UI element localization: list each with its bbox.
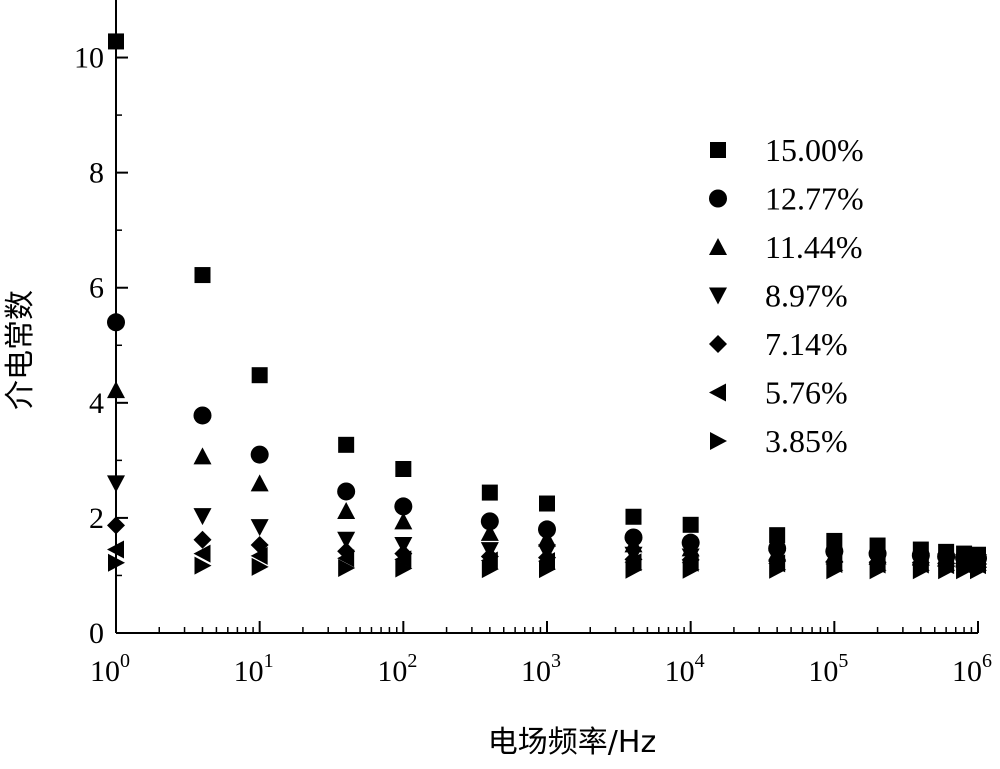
data-point [869,561,887,580]
legend-item: 11.44% [709,229,862,265]
data-point [107,381,125,399]
data-point [337,502,356,520]
data-point [395,460,412,477]
data-point [193,544,211,563]
data-point [956,561,974,580]
data-point [538,552,555,571]
legend-marker [709,189,727,208]
data-point [912,561,930,580]
legend-item: 7.14% [709,326,848,362]
legend-item: 8.97% [709,278,848,314]
series-2 [107,313,987,568]
data-point [538,529,556,547]
data-point [394,497,413,516]
y-tick-label: 4 [89,387,104,420]
data-point [251,557,269,576]
y-tick-label: 10 [74,42,104,75]
y-tick-label: 2 [89,502,104,535]
data-point [107,313,125,332]
data-point [338,558,356,577]
data-point [769,527,786,544]
x-tick-label: 102 [377,650,417,688]
data-point [539,560,556,579]
data-point [624,553,642,572]
data-point [938,561,956,580]
data-point [193,530,212,549]
data-point [480,523,499,541]
x-tick-label: 104 [665,650,705,688]
data-point [625,560,643,579]
data-point [108,33,124,50]
series-1 [108,33,986,563]
legend: 15.00% 12.77% 11.44% 8.97% 7.14% 5.76% 3.85% [709,132,864,459]
data-point [394,550,412,569]
legend-label: 11.44% [765,229,862,265]
legend-marker [709,287,727,305]
legend-label: 8.97% [765,278,848,314]
data-point [108,553,125,572]
legend-label: 12.77% [765,181,864,217]
data-point [250,445,269,464]
data-point [480,551,498,570]
data-point [194,556,212,575]
data-point [337,482,356,501]
data-point [250,519,269,537]
legend-marker [710,432,727,450]
y-tick-label: 0 [89,617,104,650]
x-axis-ticks: 100 101 102 103 104 105 106 [90,621,992,688]
data-markers [107,33,987,580]
data-point [682,516,699,533]
data-point [481,560,499,579]
data-point [107,475,125,493]
x-tick-label: 100 [90,650,130,688]
x-tick-label: 105 [808,650,848,688]
data-point [826,561,844,580]
data-point [481,484,498,501]
x-tick-label: 106 [952,650,992,688]
legend-label: 15.00% [765,132,864,168]
legend-label: 7.14% [765,326,848,362]
data-point [970,561,987,580]
data-point [194,267,211,284]
data-point [682,560,700,579]
series-7 [108,553,987,580]
data-point [337,549,355,568]
legend-label: 3.85% [765,423,848,459]
data-point [250,546,268,565]
y-tick-label: 6 [89,272,104,305]
data-point [337,531,356,549]
data-point [193,406,212,425]
legend-item: 5.76% [709,375,848,411]
data-point [539,495,555,512]
data-point [625,508,642,525]
legend-label: 5.76% [765,375,848,411]
y-axis-ticks: 0 2 4 6 8 10 [74,42,128,650]
data-point [250,474,269,492]
data-point [769,560,787,579]
data-point [480,512,499,531]
legend-item: 12.77% [709,181,864,217]
y-tick-label: 8 [89,157,104,190]
data-point [107,516,125,535]
legend-item: 3.85% [710,423,848,459]
x-axis-label: 电场频率/Hz [488,725,656,760]
legend-marker [709,383,726,402]
data-point [395,559,413,578]
y-axis-label: 介电常数 [3,290,38,410]
data-point [338,436,355,453]
legend-marker [710,142,726,158]
legend-item: 15.00% [710,132,864,168]
data-point [193,508,212,526]
data-point [394,512,413,530]
data-point [107,540,124,559]
data-point [193,447,212,465]
data-point [251,367,268,384]
x-tick-label: 103 [521,650,561,688]
legend-marker [709,335,727,353]
x-tick-label: 101 [234,650,274,688]
data-point [538,520,556,539]
legend-marker [709,238,727,255]
series-3 [107,381,987,568]
